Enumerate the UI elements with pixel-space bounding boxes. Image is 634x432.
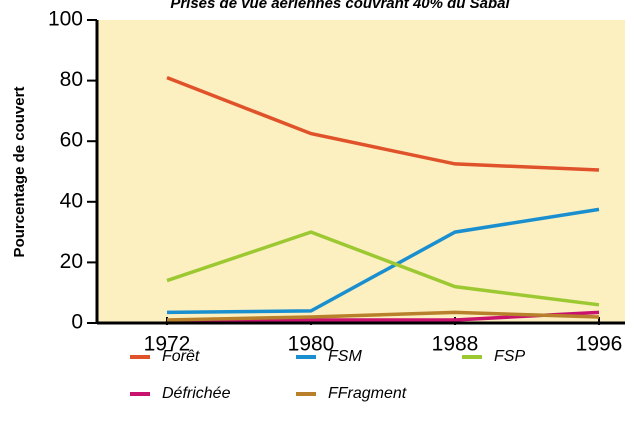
y-tick-label: 80	[60, 68, 83, 91]
x-tick-label: 1988	[432, 333, 479, 356]
y-tick-label: 40	[60, 189, 83, 212]
x-tick-label: 1980	[288, 333, 335, 356]
line-series	[166, 310, 600, 322]
y-tick-label: 20	[60, 250, 83, 273]
y-tick-label: 100	[48, 8, 83, 31]
line-series	[166, 230, 600, 307]
x-tick-label: 1972	[144, 333, 191, 356]
y-axis-label: Pourcentage de couvert	[11, 87, 28, 258]
line-series	[166, 207, 600, 315]
legend-label: FSM	[328, 348, 362, 365]
legend-label: FFragment	[328, 385, 407, 402]
legend-label: FSP	[494, 348, 525, 365]
plot-background	[97, 20, 625, 323]
line-series	[166, 75, 600, 172]
legend-label: Défrichée	[162, 385, 231, 402]
y-tick-label: 0	[71, 311, 83, 334]
y-tick-label: 60	[60, 129, 83, 152]
x-tick-label: 1996	[576, 333, 623, 356]
legend-label: Forêt	[162, 348, 200, 365]
chart-title: Prises de vue aériennes couvrant 40% du …	[170, 0, 510, 12]
